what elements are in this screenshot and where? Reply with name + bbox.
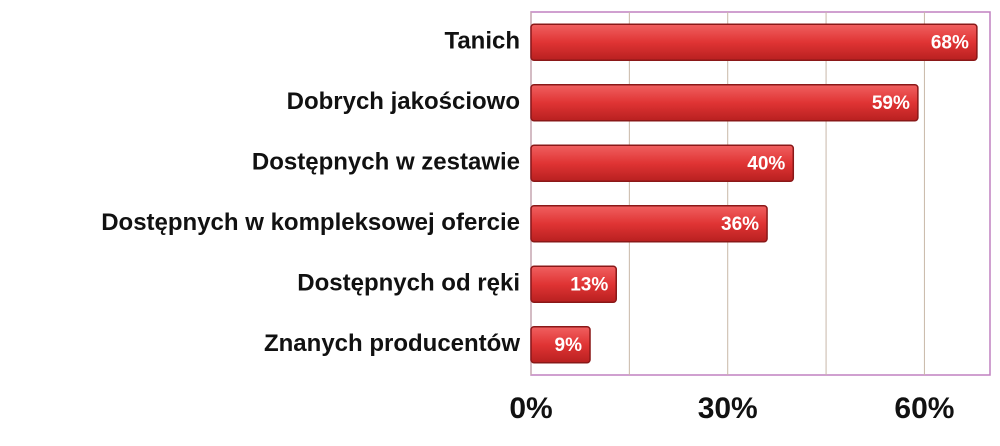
y-tick-label: Dobrych jakościowo	[287, 88, 520, 115]
bar	[530, 205, 768, 243]
y-tick-label: Dostępnych w zestawie	[252, 149, 520, 176]
value-label: 68%	[931, 32, 969, 53]
value-label: 9%	[555, 335, 583, 356]
y-tick-label: Znanych producentów	[264, 330, 520, 357]
value-label: 13%	[570, 274, 608, 295]
y-tick-label: Tanich	[444, 28, 520, 55]
x-tick-label: 0%	[509, 392, 552, 425]
y-tick-label: Dostępnych od ręki	[297, 270, 520, 297]
bar	[530, 23, 978, 61]
value-label: 36%	[721, 214, 759, 235]
x-tick-label: 60%	[894, 392, 954, 425]
value-label: 59%	[872, 93, 910, 114]
bar	[530, 265, 617, 303]
value-label: 40%	[747, 153, 785, 174]
plot-area	[530, 11, 991, 376]
bar	[530, 144, 795, 182]
bar	[530, 326, 591, 364]
x-tick-label: 30%	[698, 392, 758, 425]
bar	[530, 84, 919, 122]
y-tick-label: Dostępnych w kompleksowej ofercie	[101, 209, 520, 236]
